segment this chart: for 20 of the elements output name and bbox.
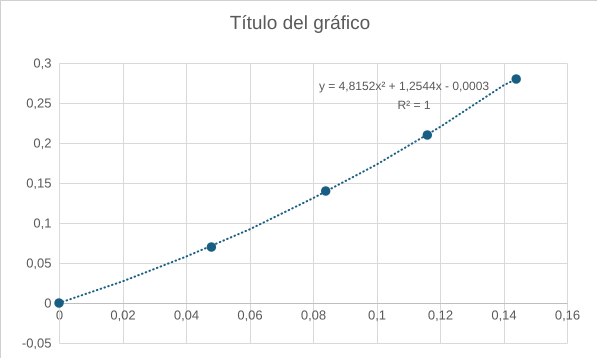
x-tick-label: 0,1 xyxy=(368,308,386,322)
x-tick-label: 0,02 xyxy=(110,308,136,322)
chart-title: Título del gráfico xyxy=(230,13,370,34)
y-tick-label: 0,25 xyxy=(26,96,52,110)
x-tick-label: 0,12 xyxy=(428,308,454,322)
point xyxy=(511,74,521,84)
y-tick-label: 0,2 xyxy=(33,136,52,150)
x-tick-label: 0,14 xyxy=(491,308,517,322)
y-tick-label: 0,15 xyxy=(26,176,52,190)
y-tick-label: -0,05 xyxy=(22,336,52,350)
y-tick-label: 0,3 xyxy=(33,56,52,70)
annotation: R² = 1 xyxy=(397,98,431,112)
y-tick-label: 0 xyxy=(44,296,52,310)
y-tick-label: 0,05 xyxy=(26,256,52,270)
y-tick-label: 0,1 xyxy=(33,216,52,230)
x-tick-label: 0,08 xyxy=(300,308,326,322)
x-tick-label: 0,04 xyxy=(174,308,200,322)
x-tick-label: 0,06 xyxy=(237,308,263,322)
x-tick-label: 0,16 xyxy=(554,308,580,322)
annotation: y = 4,8152x² + 1,2544x - 0,0003 xyxy=(318,79,490,93)
